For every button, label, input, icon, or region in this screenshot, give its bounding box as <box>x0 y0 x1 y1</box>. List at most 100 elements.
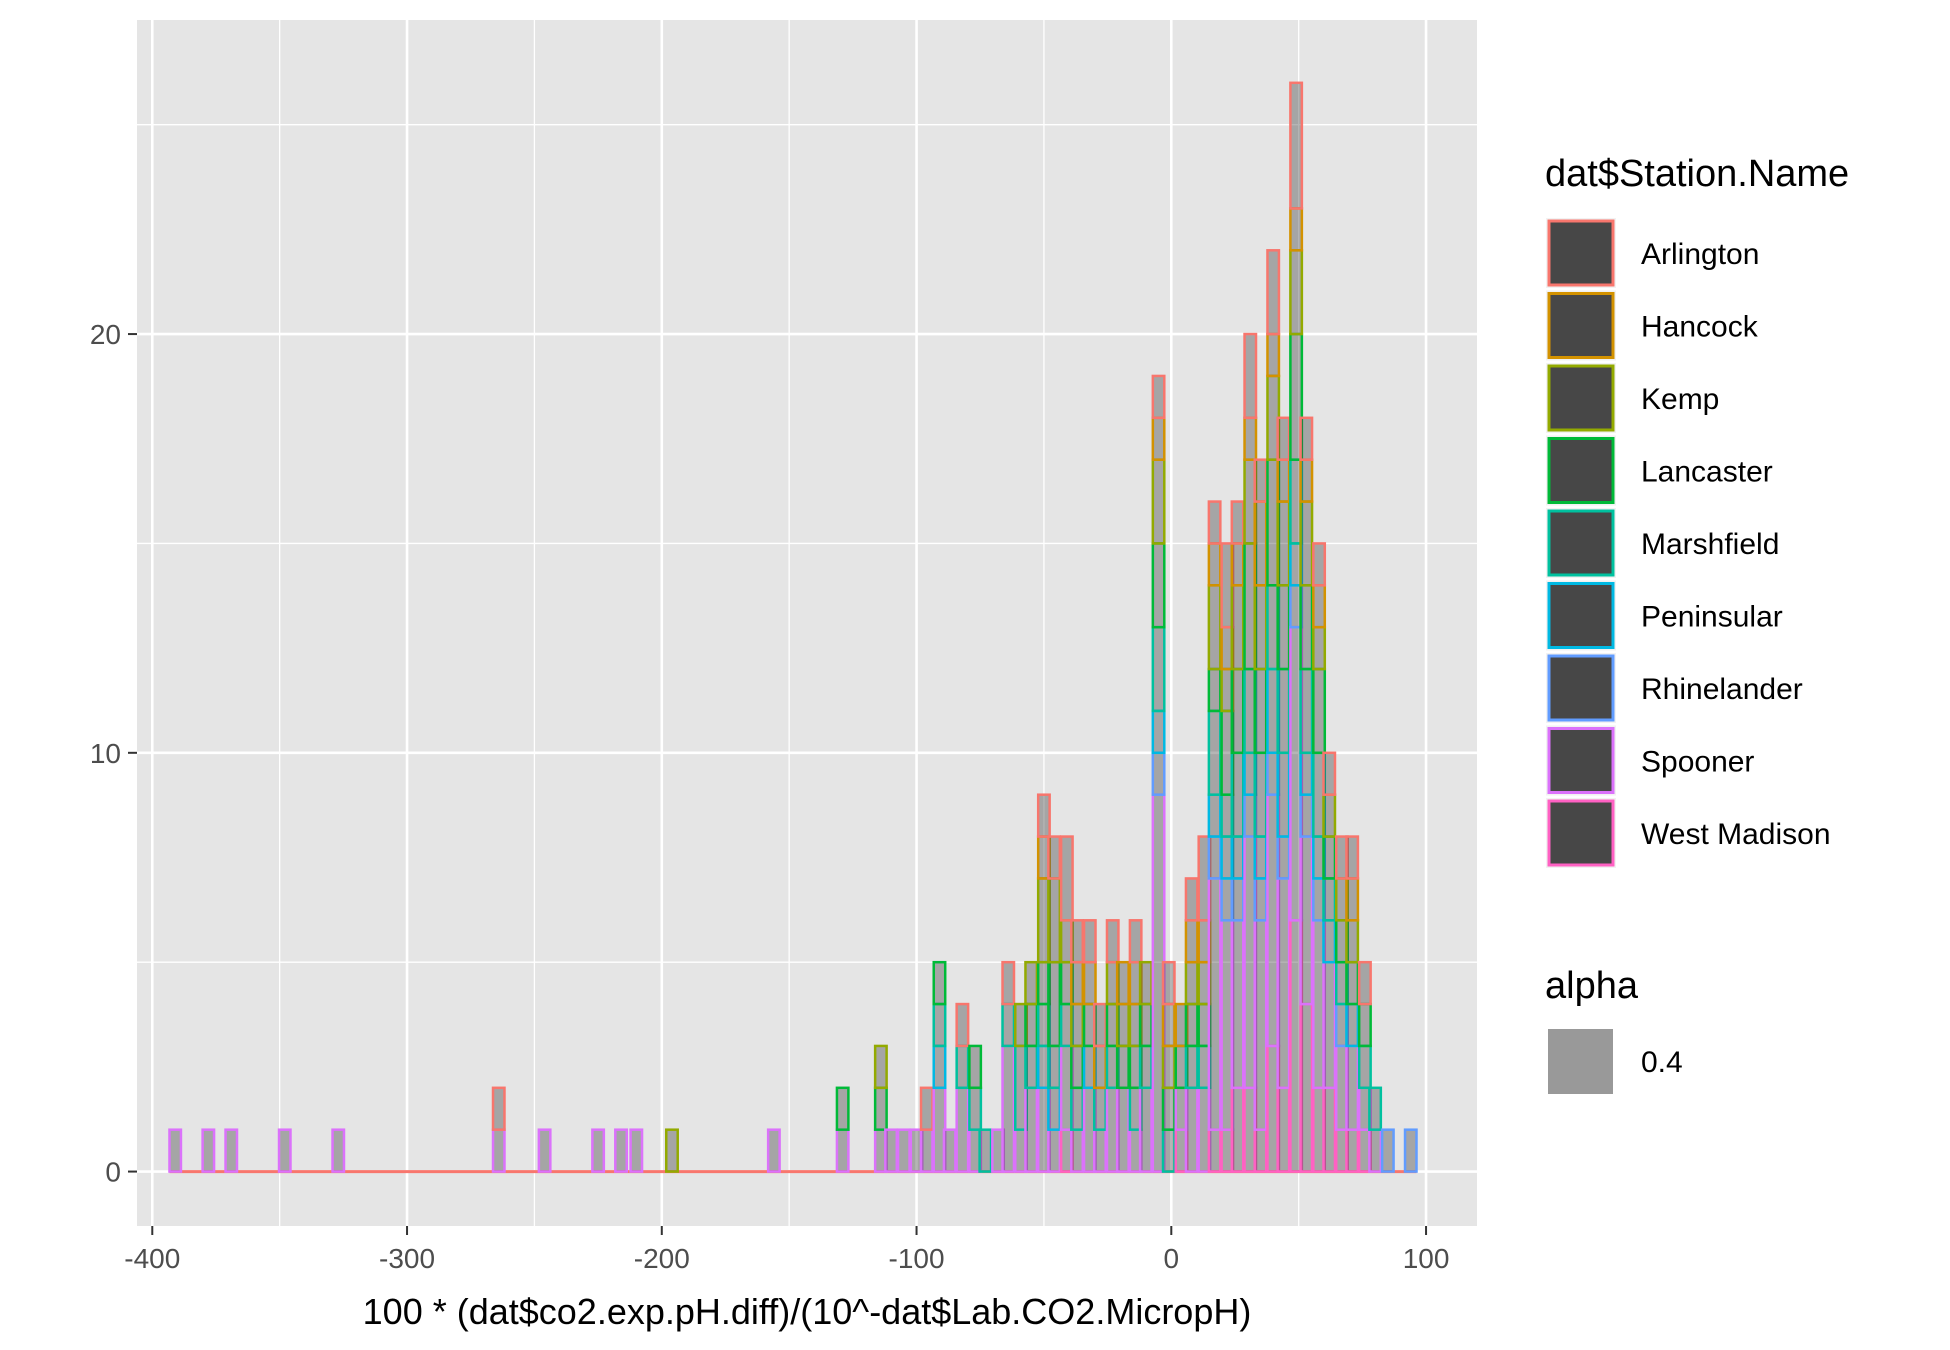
legend-item: Lancaster <box>1546 435 1773 506</box>
histogram-bar-segment <box>1312 542 1327 587</box>
histogram-bar-segment <box>1138 1086 1153 1173</box>
histogram-bar-segment <box>1253 1128 1268 1173</box>
legend-item: Marshfield <box>1546 508 1779 578</box>
x-tick-label: 100 <box>1403 1243 1450 1274</box>
histogram-bar-segment <box>896 1128 911 1173</box>
histogram-bar-segment <box>1151 416 1166 461</box>
histogram-bar-segment <box>1207 584 1222 671</box>
histogram-bar-segment <box>1345 835 1360 880</box>
histogram-bar-segment <box>1322 793 1337 838</box>
histogram-bar-segment <box>1299 500 1314 587</box>
histogram-bar-segment <box>1253 877 1268 922</box>
histogram-bar-segment <box>1207 1128 1222 1173</box>
histogram-bar-segment <box>1014 1002 1028 1048</box>
histogram-bar-segment <box>1276 751 1291 838</box>
histogram-bar-segment <box>1230 500 1245 545</box>
x-tick-label: 0 <box>1164 1243 1180 1274</box>
histogram-bar-segment <box>1092 1002 1107 1048</box>
histogram-bar-segment <box>1047 1128 1062 1173</box>
histogram-bar-segment <box>1207 793 1222 838</box>
histogram-bar-segment <box>1105 919 1120 964</box>
histogram-bar-segment <box>835 1086 850 1131</box>
histogram-bar-segment <box>1230 835 1245 880</box>
histogram-bar-segment <box>1001 1002 1016 1048</box>
histogram-bar-segment <box>1184 960 1199 1006</box>
histogram-bar-segment <box>1312 625 1327 671</box>
histogram-bar-segment <box>873 1086 888 1131</box>
histogram-bar-segment <box>1276 500 1291 587</box>
legend-alpha-title: alpha <box>1545 965 1639 1007</box>
legend-swatch <box>1547 219 1615 287</box>
histogram-bar-segment <box>1151 709 1166 755</box>
histogram-bar-segment <box>201 1128 216 1173</box>
histogram-bar-segment <box>537 1128 552 1173</box>
histogram-bar-segment <box>1322 960 1337 1090</box>
histogram-bar-segment <box>1184 1002 1199 1048</box>
histogram-bar-segment <box>873 1044 888 1090</box>
histogram-bar-segment <box>1322 835 1337 880</box>
histogram-bar-segment <box>1230 542 1245 587</box>
histogram-bar-segment <box>1070 1128 1085 1173</box>
histogram-bar-segment <box>1345 960 1360 1006</box>
histogram-bar-segment <box>1207 542 1222 587</box>
histogram-bar-segment <box>932 960 947 1006</box>
histogram-bar-segment <box>1253 500 1268 587</box>
histogram-bar-segment <box>491 1128 506 1173</box>
histogram-bar-segment <box>1403 1128 1418 1173</box>
histogram-bar-segment <box>1047 1044 1062 1090</box>
histogram-bar-segment <box>1092 1128 1107 1173</box>
histogram-bar-segment <box>1047 960 1062 1048</box>
histogram-bar-segment <box>968 1044 983 1090</box>
histogram-bar-segment <box>1082 960 1097 1006</box>
histogram-bar-segment <box>1161 1128 1176 1173</box>
x-tick-label: -100 <box>889 1243 945 1274</box>
histogram-bar-segment <box>1161 1002 1176 1048</box>
histogram-bar-segment <box>1299 584 1314 671</box>
legend-color-title: dat$Station.Name <box>1545 153 1849 195</box>
histogram-bar-segment <box>1253 835 1268 880</box>
histogram-bar-segment <box>1138 1002 1153 1048</box>
histogram-bar-segment <box>1070 1044 1085 1090</box>
histogram-bar-segment <box>1138 1044 1153 1090</box>
histogram-bar-segment <box>1322 919 1337 964</box>
histogram-bar-segment <box>1289 249 1304 336</box>
legend-item: Arlington <box>1546 218 1759 288</box>
histogram-bar-segment <box>1115 1086 1130 1173</box>
legend-label: Spooner <box>1641 746 1754 779</box>
histogram-bar-segment <box>1299 1002 1314 1173</box>
histogram-bar-segment <box>1024 1002 1039 1048</box>
histogram-bar-segment <box>1001 960 1016 1006</box>
histogram-bar-segment <box>955 1044 970 1090</box>
legend-swatch <box>1547 437 1615 504</box>
histogram-bar-segment <box>991 1128 1006 1173</box>
histogram-bar-segment <box>1184 1086 1199 1173</box>
histogram-bar-segment <box>1345 1044 1360 1131</box>
legend-item: Rhinelander <box>1546 653 1803 723</box>
histogram-bar-segment <box>1345 1128 1360 1173</box>
x-tick-label: -200 <box>634 1243 690 1274</box>
histogram-bar-segment <box>1345 1002 1360 1048</box>
histogram-bar-segment <box>1334 835 1349 880</box>
legend-label: Arlington <box>1641 238 1759 271</box>
histogram-bar-segment <box>835 1128 850 1173</box>
histogram-bar-segment <box>1151 458 1166 545</box>
histogram-bar-segment <box>1151 374 1166 420</box>
histogram-bar-segment <box>1322 1086 1337 1173</box>
histogram-bar-segment <box>1059 835 1074 922</box>
legend-swatch <box>1547 799 1615 867</box>
histogram-bar-segment <box>1299 667 1314 755</box>
histogram-bar-segment <box>1299 793 1314 838</box>
histogram-bar-segment <box>1253 751 1268 838</box>
histogram-bar-segment <box>955 1002 970 1048</box>
histogram-bar-segment <box>1289 81 1304 210</box>
histogram-bar-segment <box>1289 207 1304 252</box>
histogram-bar-segment <box>1345 877 1360 922</box>
histogram-bar-segment <box>1161 1086 1176 1131</box>
legend-alpha-value: 0.4 <box>1641 1046 1683 1079</box>
legend-label: Peninsular <box>1641 601 1783 634</box>
histogram-bar-segment <box>1207 667 1222 713</box>
histogram-bar-segment <box>1276 458 1291 503</box>
histogram-bar-segment <box>1161 1044 1176 1090</box>
histogram-bar-segment <box>1161 960 1176 1006</box>
histogram-bar-segment <box>1230 1086 1245 1173</box>
